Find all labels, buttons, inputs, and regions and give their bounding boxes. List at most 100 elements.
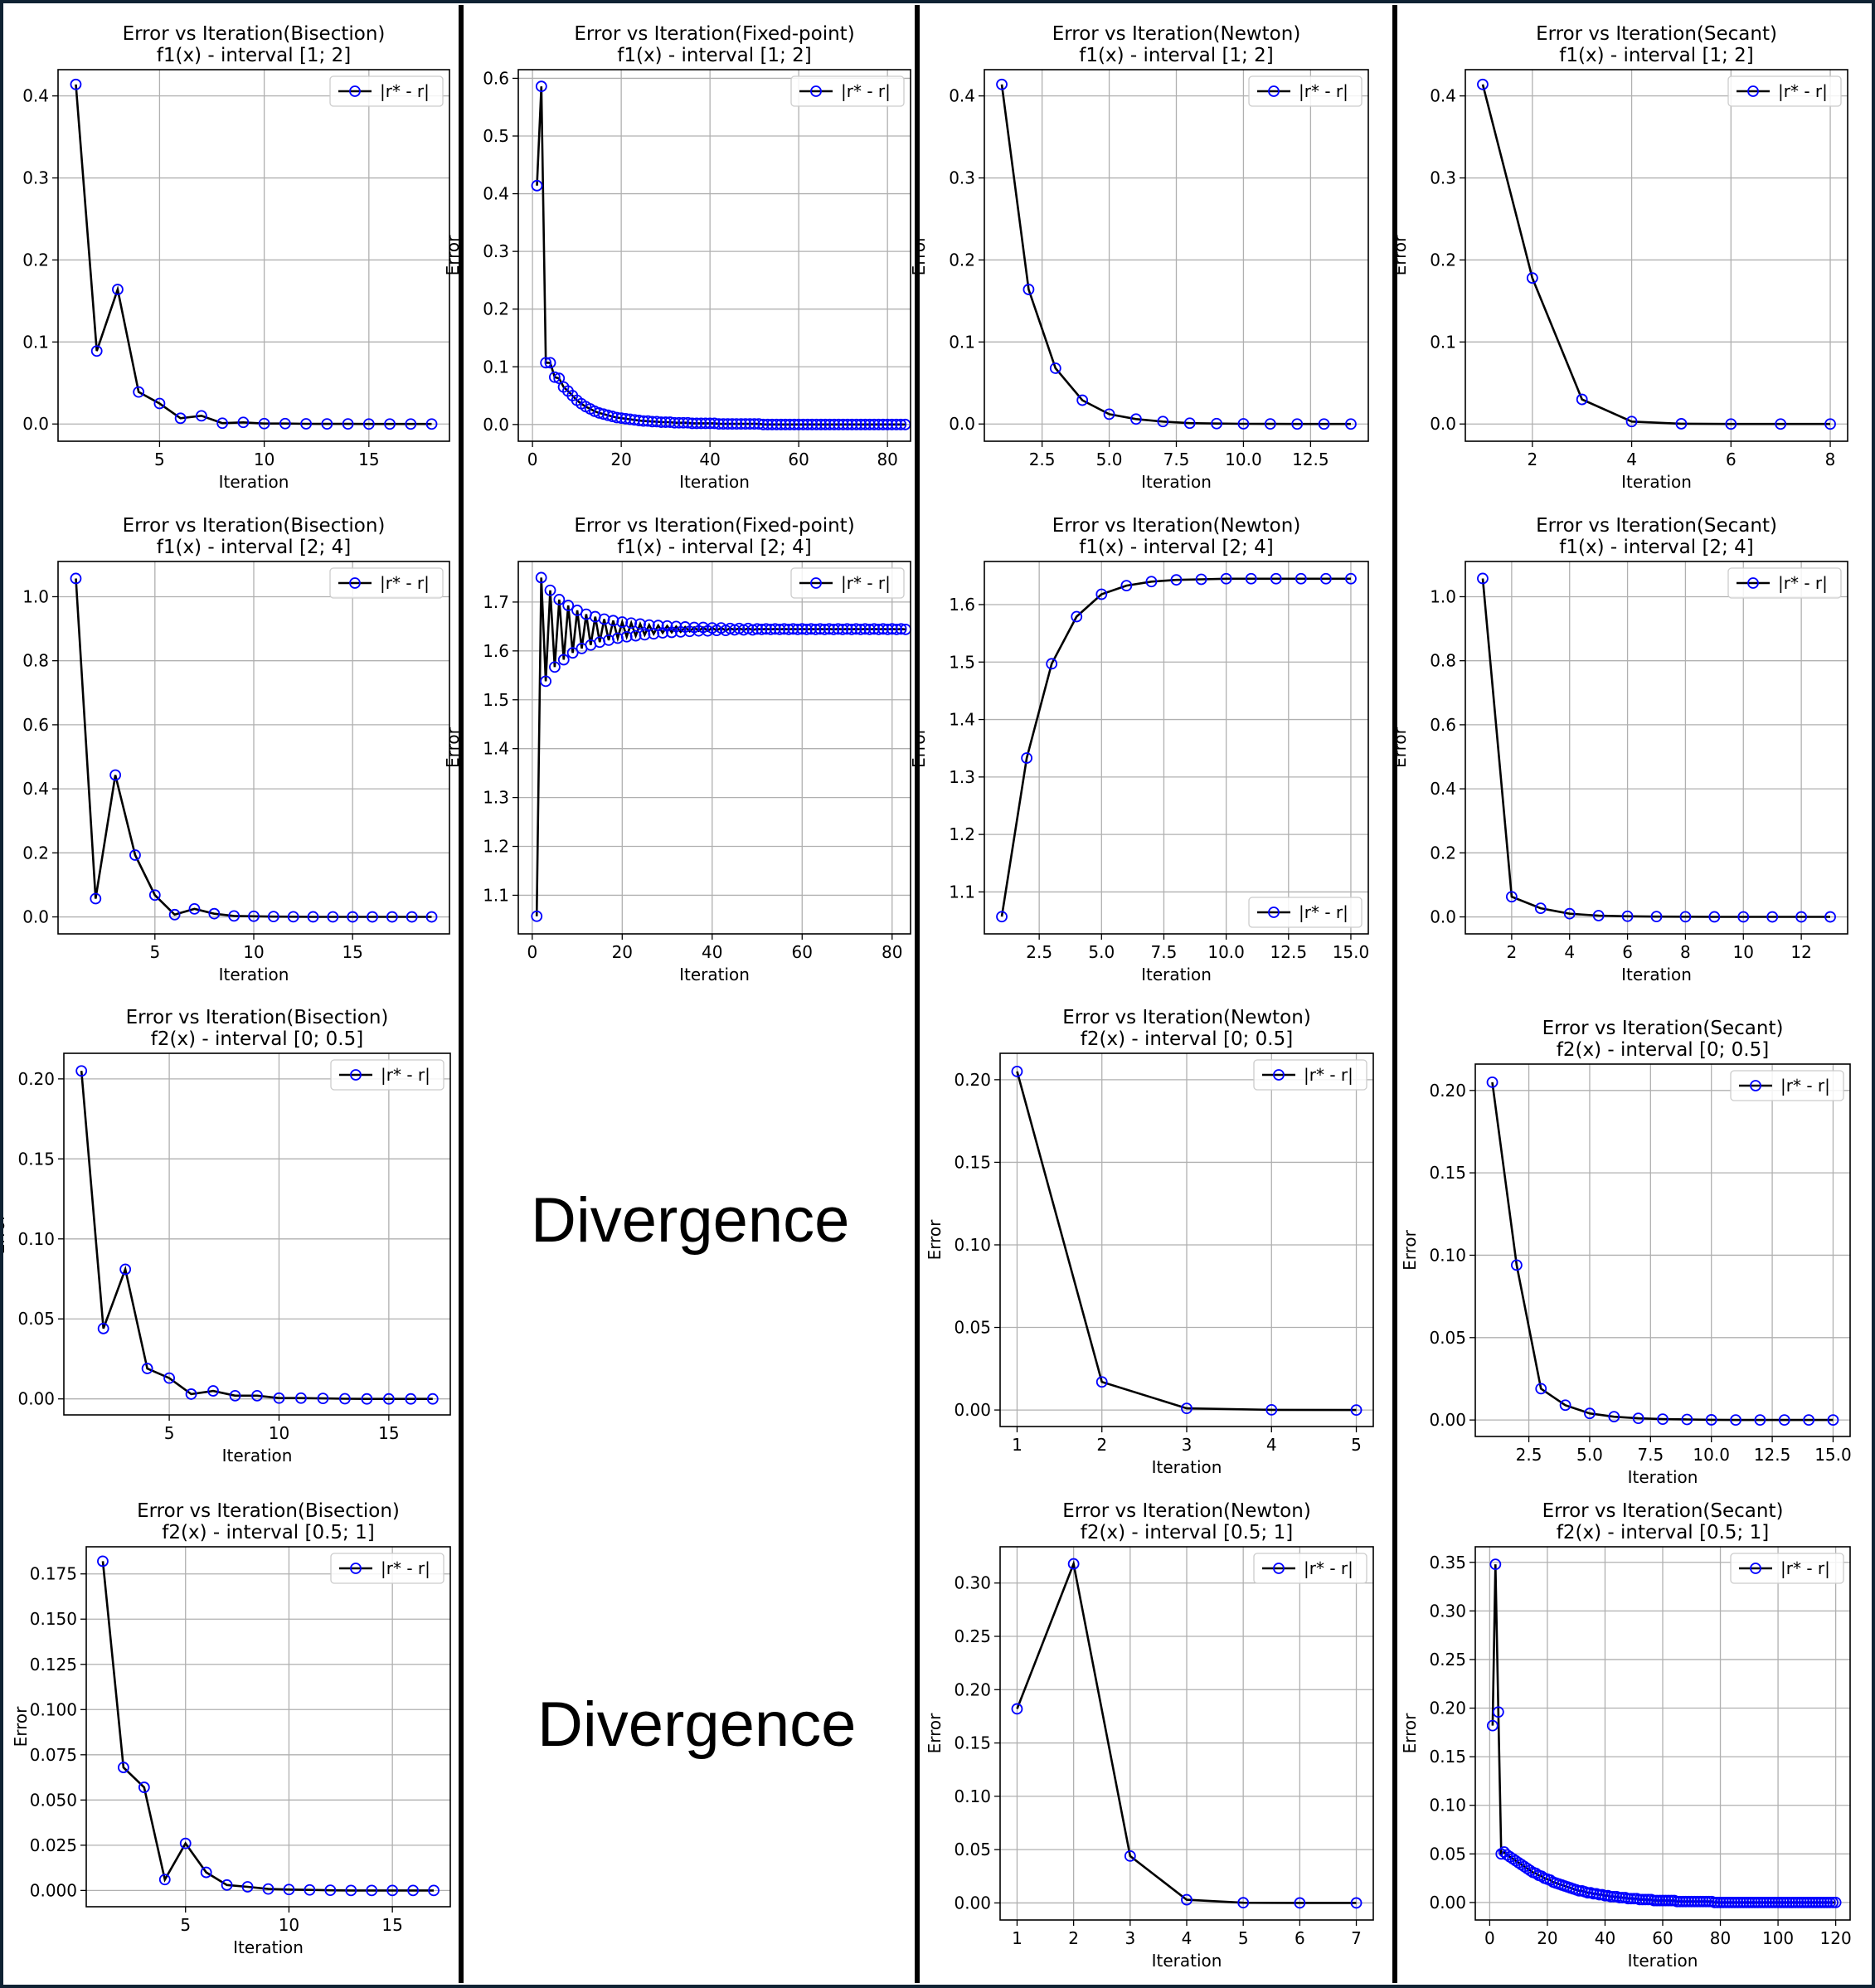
x-axis-label: Iteration xyxy=(1141,965,1212,984)
x-tick-label: 2 xyxy=(1527,450,1537,469)
x-tick-label: 1 xyxy=(1012,1928,1023,1948)
data-point xyxy=(809,624,822,635)
y-tick-label: 0.050 xyxy=(30,1790,77,1810)
x-tick-label: 40 xyxy=(699,450,720,469)
y-tick-label: 0.00 xyxy=(954,1400,991,1420)
data-point xyxy=(1824,911,1836,923)
data-point xyxy=(784,418,796,430)
x-axis-label: Iteration xyxy=(1152,1951,1222,1971)
data-point xyxy=(801,418,814,430)
legend-label: |r* - r| xyxy=(1778,573,1828,593)
y-tick-label: 0.4 xyxy=(483,184,509,204)
data-point xyxy=(1023,284,1035,295)
y-tick-label: 0.025 xyxy=(30,1835,77,1855)
data-point xyxy=(634,618,646,630)
legend-box xyxy=(1730,1553,1844,1584)
y-tick-label: 1.4 xyxy=(483,739,509,759)
chart-title: Error vs Iteration(Newton) xyxy=(1052,23,1301,45)
y-tick-label: 0.0 xyxy=(1430,414,1456,434)
chart-title: Error vs Iteration(Bisection) xyxy=(137,1500,400,1522)
data-point xyxy=(832,623,844,635)
x-axis-label: Iteration xyxy=(219,472,289,492)
data-point xyxy=(544,357,556,369)
data-point xyxy=(746,624,759,636)
data-point xyxy=(148,889,161,902)
x-tick-label: 3 xyxy=(1182,1435,1193,1455)
x-tick-label: 3 xyxy=(1125,1928,1135,1948)
chart-nt-f1-12: 2.5 5.0 7.5 10.0 12.5 0.0 0.1 0.2 0.3 0.4 Error vs… xyxy=(909,23,1369,492)
x-axis-label: Iteration xyxy=(1628,1467,1698,1487)
x-tick-label: 80 xyxy=(877,450,897,469)
data-point xyxy=(109,769,122,781)
data-point xyxy=(304,1883,316,1896)
chart-subtitle: f1(x) - interval [1; 2] xyxy=(157,45,351,66)
x-axis-label: Iteration xyxy=(1621,472,1692,492)
chart-subtitle: f1(x) - interval [2; 4] xyxy=(1079,537,1273,558)
data-point xyxy=(531,179,543,192)
y-tick-label: 0.15 xyxy=(1429,1163,1466,1183)
data-point xyxy=(1815,1897,1828,1908)
data-point xyxy=(535,571,547,584)
data-point xyxy=(757,418,770,430)
data-point xyxy=(1818,1897,1830,1908)
data-point xyxy=(819,418,832,430)
x-axis-label: Iteration xyxy=(1628,1951,1698,1971)
plot-frame xyxy=(1474,1063,1851,1437)
legend-box xyxy=(1730,1070,1844,1101)
y-tick-label: 1.2 xyxy=(483,837,509,857)
x-tick-label: 10 xyxy=(243,942,264,962)
data-point xyxy=(1737,911,1750,923)
x-axis-label: Iteration xyxy=(679,472,750,492)
data-point xyxy=(174,412,187,425)
data-point xyxy=(179,1837,192,1849)
data-point xyxy=(639,629,651,641)
data-point xyxy=(112,284,124,295)
data-point xyxy=(1784,1897,1795,1908)
data-point xyxy=(1732,1897,1744,1908)
legend-label: |r* - r| xyxy=(1304,1558,1353,1578)
data-point xyxy=(188,902,201,915)
data-point xyxy=(342,418,354,430)
data-point xyxy=(1795,1897,1807,1908)
data-point xyxy=(823,623,835,635)
series-line xyxy=(75,578,432,918)
data-point xyxy=(1654,1894,1666,1907)
x-tick-label: 2 xyxy=(1068,1928,1079,1948)
data-point xyxy=(863,624,876,635)
chart-subtitle: f2(x) - interval [0.5; 1] xyxy=(1081,1522,1293,1543)
series-line xyxy=(80,1071,433,1400)
data-point xyxy=(1725,418,1737,430)
data-point xyxy=(1622,1893,1635,1905)
y-tick-label: 0.00 xyxy=(1429,1410,1466,1430)
data-point xyxy=(708,417,721,430)
data-point xyxy=(117,1762,129,1773)
y-tick-label: 0.15 xyxy=(17,1149,55,1169)
data-point xyxy=(1625,1893,1637,1905)
data-point xyxy=(1599,1889,1611,1902)
data-point xyxy=(704,417,716,430)
data-point xyxy=(778,623,790,635)
y-tick-label: 1.1 xyxy=(949,882,975,902)
data-point xyxy=(664,416,676,428)
data-point xyxy=(1730,1414,1741,1427)
data-point xyxy=(70,78,82,90)
legend-label: |r* - r| xyxy=(380,573,430,593)
chart-subtitle: f2(x) - interval [0; 0.5] xyxy=(151,1028,363,1050)
data-point xyxy=(751,623,763,635)
x-tick-label: 12.5 xyxy=(1270,942,1308,962)
data-point xyxy=(407,1884,420,1897)
data-point xyxy=(1581,1887,1594,1899)
legend-box xyxy=(1248,75,1363,107)
data-point xyxy=(163,1372,175,1384)
data-point xyxy=(1806,1897,1819,1908)
y-tick-label: 0.20 xyxy=(954,1679,991,1699)
y-tick-label: 0.10 xyxy=(954,1786,991,1806)
data-point xyxy=(775,418,787,430)
data-point xyxy=(895,623,907,635)
data-point xyxy=(425,911,438,923)
x-tick-label: 5 xyxy=(1238,1928,1249,1948)
y-tick-label: 0.2 xyxy=(483,299,509,319)
series-line xyxy=(1016,1559,1357,1904)
data-point xyxy=(818,624,831,635)
